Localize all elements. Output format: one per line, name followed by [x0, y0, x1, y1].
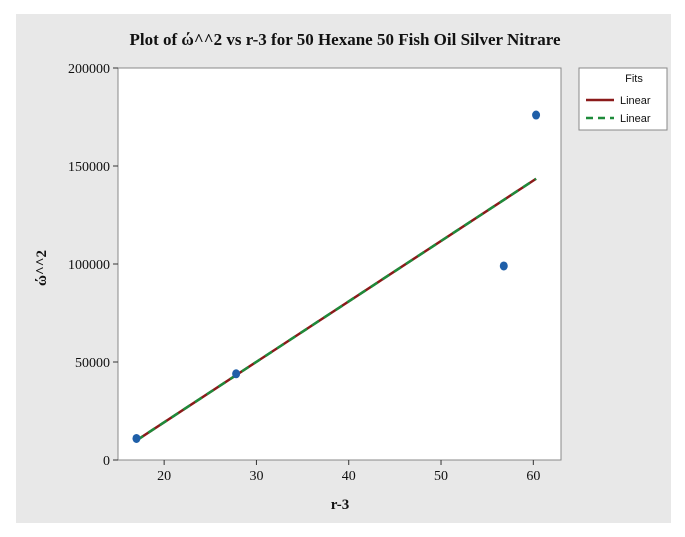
fit-line-linear-dashed [135, 177, 537, 442]
x-axis-label: r-3 [331, 497, 350, 513]
y-tick-label: 100000 [68, 258, 110, 273]
x-tick-label: 60 [526, 469, 540, 484]
legend-label-1: Linear [620, 95, 651, 107]
y-tick-label: 0 [103, 454, 110, 469]
y-tick-label: 50000 [75, 356, 110, 371]
scatter-point [532, 110, 541, 120]
y-axis-label: ώ^^2 [34, 250, 50, 286]
scatter-point [499, 261, 508, 271]
y-axis: 0 50000 100000 150000 200000 [68, 62, 118, 469]
x-tick-label: 30 [249, 469, 263, 484]
legend-title: Fits [625, 73, 643, 85]
x-tick-label: 50 [434, 469, 448, 484]
plot-area [117, 67, 562, 461]
data-points [132, 110, 541, 443]
scatter-point [132, 433, 141, 443]
scatter-point [232, 369, 241, 379]
x-tick-label: 20 [157, 469, 171, 484]
fit-lines [135, 177, 537, 442]
x-tick-label: 40 [342, 469, 356, 484]
chart-title: Plot of ώ^^2 vs r-3 for 50 Hexane 50 Fis… [130, 30, 561, 49]
y-tick-label: 150000 [68, 160, 110, 175]
legend: Fits Linear Linear [578, 67, 668, 131]
y-tick-label: 200000 [68, 62, 110, 77]
x-axis: 20 30 40 50 60 [157, 460, 540, 484]
legend-label-2: Linear [620, 113, 651, 125]
